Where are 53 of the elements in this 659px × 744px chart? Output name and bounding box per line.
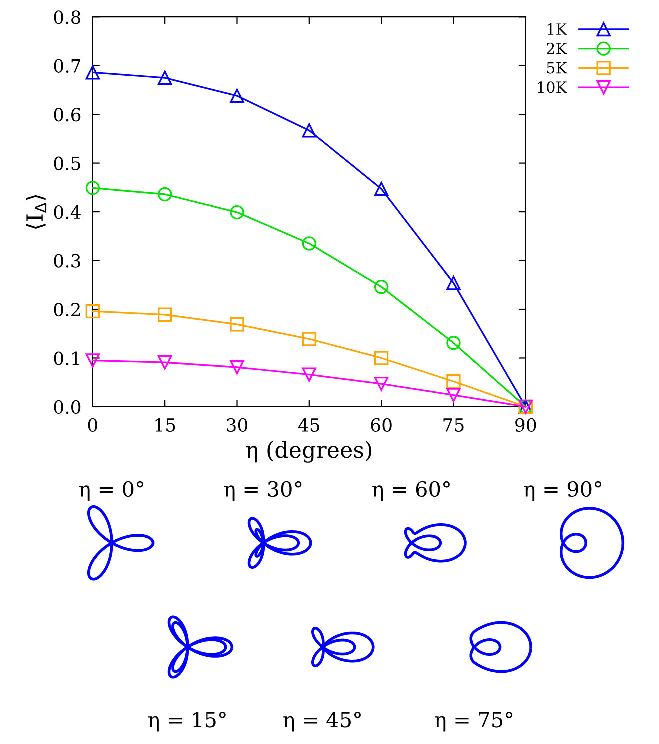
x-tick-label: 60	[371, 418, 392, 432]
point	[302, 332, 316, 346]
legend-label: 2K	[547, 42, 568, 54]
x-tick-label: 0	[88, 418, 98, 432]
y-tick-label: 0.7	[54, 59, 80, 73]
point	[158, 187, 172, 202]
y-tick-label: 0.8	[54, 10, 81, 24]
point	[374, 376, 389, 392]
y-tick-label: 0.2	[54, 302, 80, 317]
y-tick-label: 0.6	[54, 108, 81, 122]
y-tick-label: 0.0	[54, 400, 81, 414]
point	[374, 280, 389, 294]
legend-label: 1K	[548, 23, 568, 35]
point	[158, 70, 172, 86]
x-tick-label: 90	[516, 418, 536, 432]
legend-label: 10K	[538, 82, 568, 94]
point	[86, 304, 100, 319]
point	[374, 351, 389, 366]
text: η = 75°	[435, 712, 513, 732]
x-tick-label: 45	[298, 418, 320, 432]
x-tick-label: 15	[156, 418, 176, 432]
point	[230, 205, 244, 220]
y-tick-label: 0.5	[54, 156, 80, 170]
point	[86, 354, 100, 368]
point	[230, 88, 244, 104]
point	[446, 276, 461, 290]
point	[446, 336, 461, 350]
x-tick-label: 30	[227, 418, 248, 432]
point	[158, 356, 172, 370]
text: η = 60°	[372, 481, 450, 502]
text: η = 90°	[524, 481, 602, 502]
point	[86, 66, 100, 80]
text: η = 0°	[79, 481, 144, 502]
point	[302, 368, 316, 382]
text: η = 45°	[284, 712, 361, 732]
point	[374, 182, 389, 196]
point	[302, 124, 316, 138]
x-tick-label: 75	[444, 418, 464, 432]
legend-label: 5K	[547, 62, 568, 74]
point	[446, 374, 461, 389]
point	[230, 318, 244, 332]
y-axis-title: ⟨I$_{Δ}$⟩	[26, 195, 47, 229]
point	[158, 308, 172, 322]
y-tick-label: 0.4	[54, 206, 81, 220]
y-tick-label: 0.1	[54, 352, 80, 366]
y-tick-label: 0.3	[54, 254, 80, 268]
text: η = 15°	[148, 712, 226, 732]
point	[446, 388, 461, 402]
point	[230, 360, 244, 375]
text: η = 30°	[224, 481, 302, 502]
point	[86, 181, 100, 196]
point	[302, 236, 316, 251]
x-axis-title: η (degrees)	[246, 441, 372, 463]
